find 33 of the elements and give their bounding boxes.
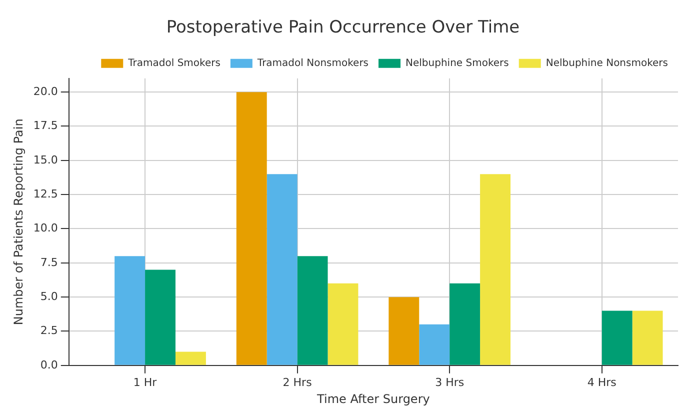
- legend-label: Nelbuphine Smokers: [406, 58, 509, 69]
- bar: [480, 174, 510, 365]
- bar: [236, 92, 267, 365]
- chart-title: Postoperative Pain Occurrence Over Time: [166, 18, 520, 38]
- bar: [328, 283, 358, 365]
- bar: [145, 270, 176, 365]
- bar: [297, 256, 328, 365]
- legend-label: Tramadol Nonsmokers: [256, 58, 369, 69]
- x-tick-label: 1 Hr: [133, 376, 158, 389]
- y-tick-label: 17.5: [33, 119, 58, 132]
- bar: [419, 324, 450, 365]
- bar: [388, 297, 420, 365]
- y-tick-label: 2.5: [40, 324, 58, 338]
- x-tick-label: 2 Hrs: [282, 376, 312, 389]
- x-axis-title: Time After Surgery: [316, 392, 430, 406]
- y-axis-title: Number of Patients Reporting Pain: [11, 118, 26, 326]
- y-tick-label: 0.0: [40, 358, 58, 372]
- bar: [602, 310, 632, 365]
- y-tick-label: 20.0: [33, 84, 58, 98]
- bar: [632, 310, 663, 365]
- y-tick-label: 10.0: [33, 222, 58, 235]
- bar: [114, 256, 146, 365]
- legend-label: Tramadol Smokers: [127, 58, 220, 69]
- y-tick-label: 5.0: [40, 290, 58, 303]
- y-tick-label: 7.5: [40, 256, 58, 269]
- bar: [450, 283, 480, 365]
- bar: [266, 174, 298, 365]
- y-tick-label: 15.0: [33, 153, 58, 166]
- x-tick-label: 4 Hrs: [587, 376, 617, 389]
- legend-label: Nelbuphine Nonsmokers: [546, 58, 668, 69]
- x-tick-label: 3 Hrs: [435, 376, 464, 389]
- bar: [175, 352, 206, 365]
- y-tick-label: 12.5: [33, 187, 58, 200]
